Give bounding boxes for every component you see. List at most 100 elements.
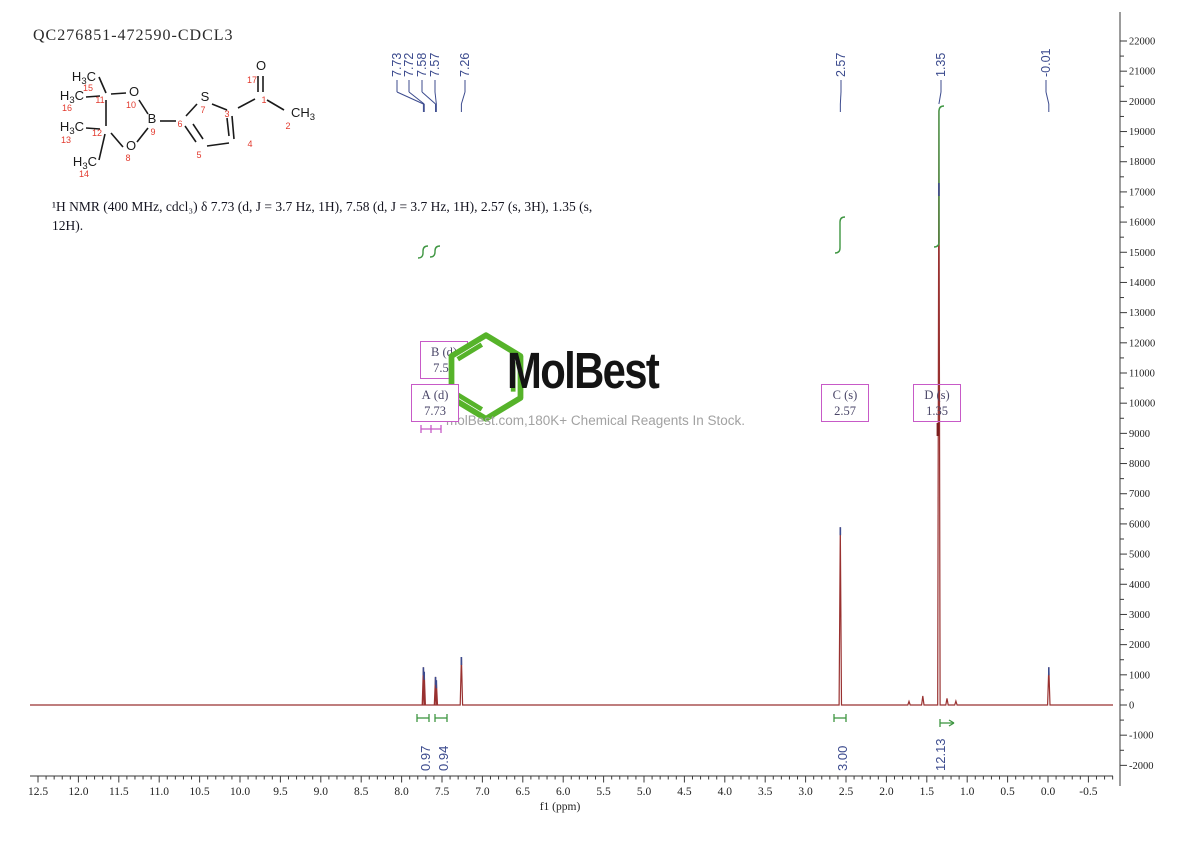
peak-shift-label: 2.57: [834, 53, 848, 77]
bond-line: [98, 133, 106, 161]
x-tick-label: 3.0: [798, 786, 813, 798]
bond-line: [185, 103, 198, 117]
spectrum-trace: [30, 110, 1113, 706]
x-tick-label: 0.5: [1000, 786, 1015, 798]
y-tick-label: 17000: [1129, 187, 1155, 198]
x-tick-label: 7.0: [475, 786, 490, 798]
integral-range-arrow: [948, 719, 955, 724]
bond-line: [231, 115, 235, 140]
atom-number: 13: [61, 135, 71, 145]
x-tick-label: 12.5: [28, 786, 48, 798]
atom-number: 16: [62, 103, 72, 113]
bond-line: [85, 95, 101, 98]
x-tick-label: 8.0: [394, 786, 409, 798]
atom-number: 3: [224, 109, 229, 119]
x-tick-label: 5.0: [637, 786, 652, 798]
y-tick-label: 18000: [1129, 157, 1155, 168]
bond-line: [138, 99, 149, 115]
atom-label: H3​C: [60, 119, 84, 137]
peak-shift: 1.35: [926, 404, 948, 418]
peak-shift-label: 7.72: [402, 53, 416, 77]
x-tick-label: 4.0: [718, 786, 733, 798]
sample-title: QC276851-472590-CDCL3: [33, 27, 234, 44]
x-tick-label: 1.0: [960, 786, 975, 798]
y-tick-label: 10000: [1129, 399, 1155, 410]
nmr-assignment-text-line2: 12H).: [52, 218, 84, 233]
y-tick-label: 2000: [1129, 640, 1150, 651]
atom-number: 11: [95, 95, 104, 105]
peak-label-elbow: [460, 91, 466, 105]
x-axis-title: f1 (ppm): [540, 801, 581, 813]
atom-label: S: [201, 89, 210, 104]
y-tick-label: 22000: [1129, 36, 1155, 47]
peak-shift: 2.57: [834, 404, 856, 418]
peak-annotation-box-c[interactable]: C (s) 2.57: [821, 384, 869, 422]
peak-shift-label: 7.73: [390, 53, 404, 77]
atom-label: H3​C: [72, 69, 96, 87]
atom-number: 12: [92, 128, 102, 138]
peak-id: A: [421, 388, 431, 402]
peak-label-elbow: [408, 91, 425, 105]
integral-curve: [834, 216, 846, 254]
bond-line: [85, 127, 101, 130]
atom-number: 5: [196, 150, 201, 160]
x-tick-label: 2.0: [879, 786, 894, 798]
atom-number: 14: [79, 169, 89, 179]
x-tick-label: 5.5: [596, 786, 611, 798]
bond-line: [266, 99, 285, 111]
x-tick-label: 3.5: [758, 786, 773, 798]
x-tick-label: 8.5: [354, 786, 369, 798]
y-tick-label: 7000: [1129, 489, 1150, 500]
peak-shift-label: 7.26: [458, 53, 472, 77]
bond-line: [98, 76, 107, 94]
peak-annotation-box-a[interactable]: A (d) 7.73: [411, 384, 459, 422]
peak-label-elbow: [434, 91, 437, 105]
peak-label-elbow: [938, 91, 942, 105]
bond-line: [237, 98, 256, 109]
x-tick-label: 9.5: [273, 786, 288, 798]
integral-value-label: 0.97: [418, 746, 433, 771]
atom-number: 15: [83, 83, 93, 93]
y-tick-label: 13000: [1129, 308, 1155, 319]
x-tick-label: 0.0: [1041, 786, 1056, 798]
atom-label: O: [129, 84, 139, 99]
x-tick-label: 10.5: [190, 786, 210, 798]
peak-base-tick: [936, 423, 940, 436]
atom-number: 1: [261, 95, 266, 105]
y-tick-label: 3000: [1129, 610, 1150, 621]
y-tick-label: -1000: [1129, 731, 1154, 742]
peak-id: B: [430, 345, 440, 359]
peak-annotation-box-d[interactable]: D (s) 1.35: [913, 384, 961, 422]
integral-curve: [417, 245, 429, 259]
peak-label-elbow: [1045, 91, 1050, 105]
integral-value-label: 0.94: [436, 746, 451, 771]
atom-label: CH3​: [291, 105, 315, 123]
peak-shift-label: -0.01: [1039, 48, 1053, 77]
bond-line: [206, 142, 230, 147]
x-tick-label: 10.0: [230, 786, 250, 798]
atom-label: O: [126, 138, 136, 153]
x-tick-label: 6.0: [556, 786, 571, 798]
bond-line: [110, 132, 124, 148]
peak-shift-label: 7.57: [428, 53, 442, 77]
atom-number: 4: [247, 139, 252, 149]
atom-number: 7: [200, 105, 205, 115]
atom-number: 9: [150, 127, 155, 137]
y-tick-label: 16000: [1129, 218, 1155, 229]
benzene-ring-icon: [448, 332, 524, 422]
y-tick-label: 1000: [1129, 670, 1150, 681]
integral-curve: [933, 105, 945, 248]
atom-number: 8: [125, 153, 130, 163]
y-tick-label: 20000: [1129, 97, 1155, 108]
integral-value-label: 3.00: [835, 746, 850, 771]
x-tick-label: 11.5: [109, 786, 129, 798]
x-tick-label: 9.0: [314, 786, 329, 798]
x-tick-label: 11.0: [149, 786, 169, 798]
integral-value-label: 12.13: [933, 738, 948, 771]
atom-label: H3​C: [60, 88, 84, 106]
y-tick-label: 12000: [1129, 338, 1155, 349]
peak-multiplicity: (s): [936, 388, 950, 402]
peak-label-elbow: [421, 91, 436, 105]
